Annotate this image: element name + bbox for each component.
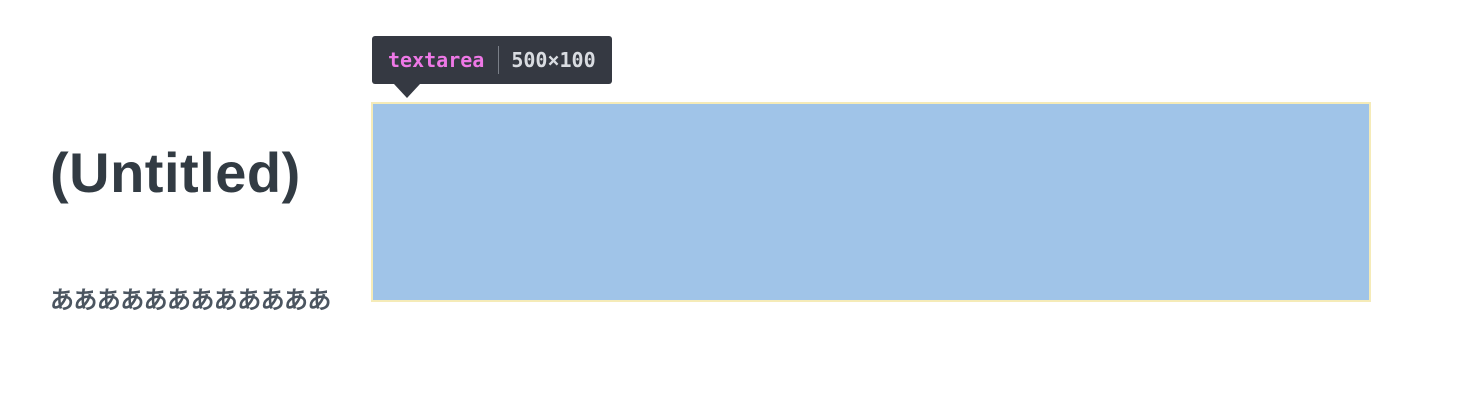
tooltip-element-size: 500×100 [511,48,596,72]
tooltip-element-tag: textarea [388,48,485,72]
inspector-tooltip: textarea 500×100 [372,36,612,98]
tooltip-divider [498,46,500,74]
content-line: ああああああああああああ [50,280,331,320]
page-title: (Untitled) [50,141,301,204]
body-text: ああああああああああああ [50,286,331,314]
textarea-highlight[interactable] [371,102,1371,302]
